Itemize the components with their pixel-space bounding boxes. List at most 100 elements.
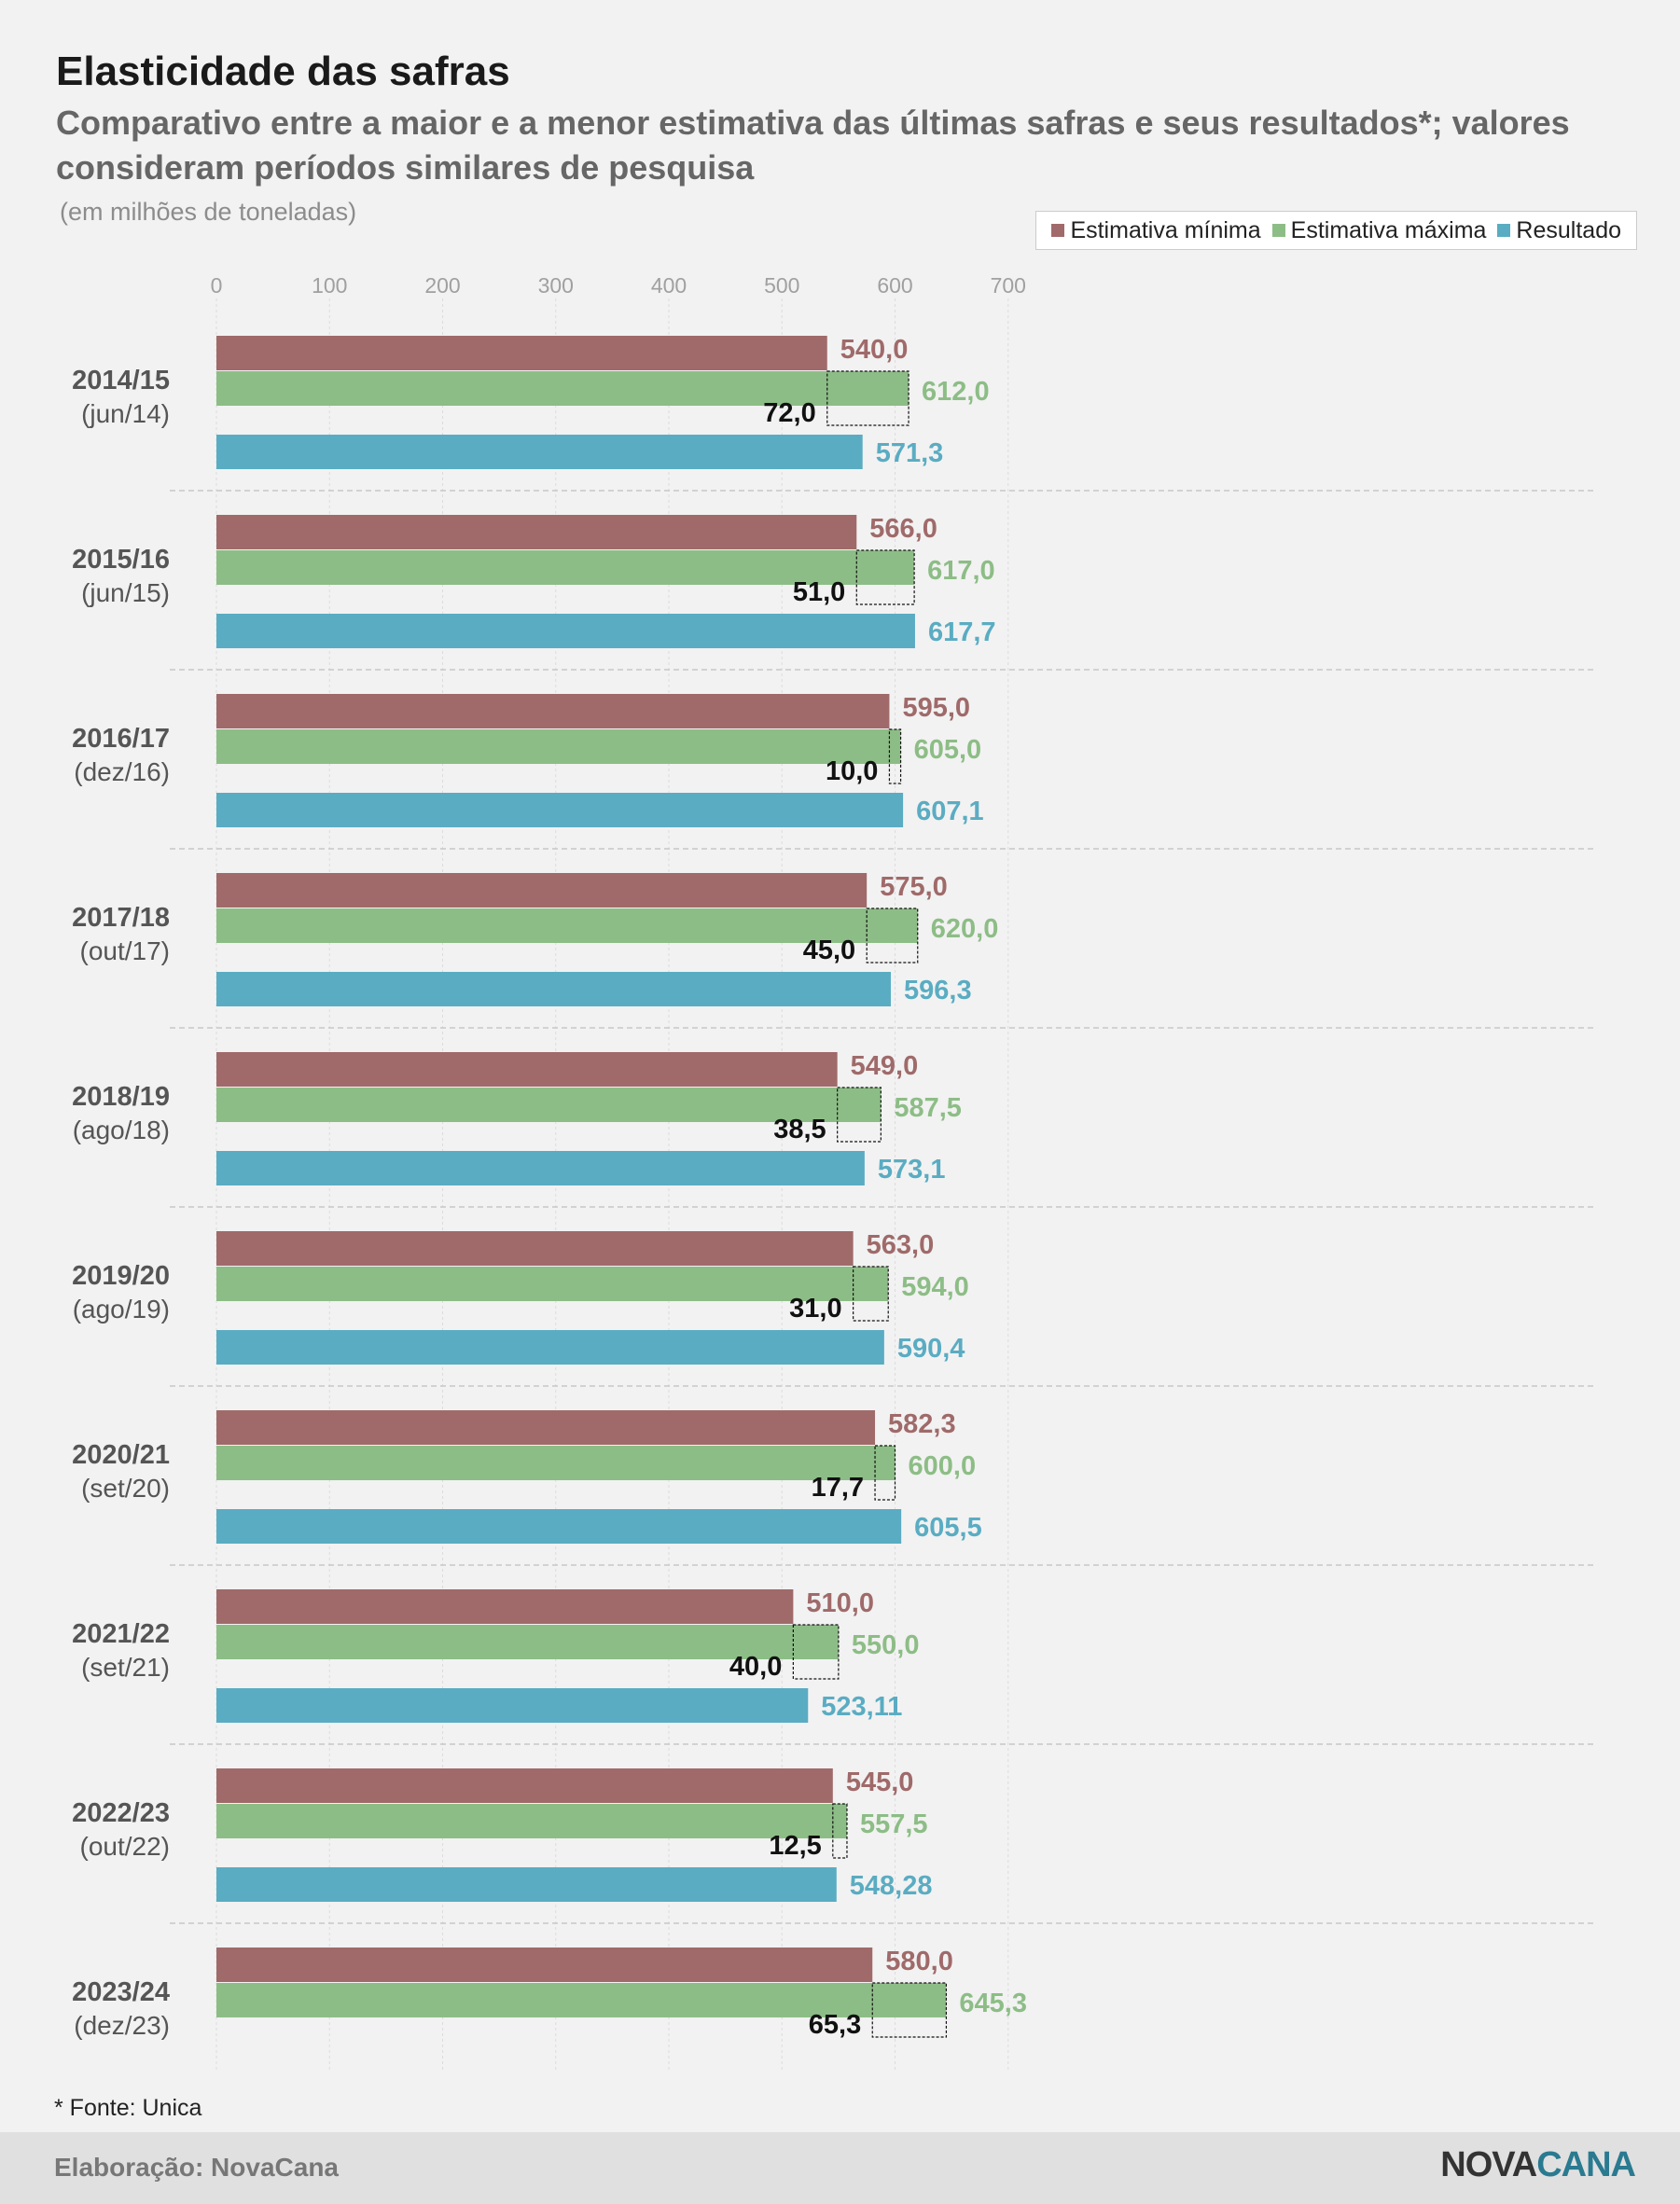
legend-label-min: Estimativa mínima: [1070, 216, 1261, 243]
x-tick-label: 100: [312, 273, 347, 298]
diff-bracket: [866, 908, 919, 963]
bar-min: [216, 694, 890, 728]
label-min: 580,0: [885, 1947, 953, 1976]
category-date: (ago/18): [73, 1116, 170, 1144]
source-note: * Fonte: Unica: [54, 2095, 202, 2121]
diff-bracket: [874, 1445, 896, 1501]
legend-label-result: Resultado: [1516, 216, 1621, 243]
category-label: 2018/19: [72, 1082, 170, 1112]
category-label: 2019/20: [72, 1261, 170, 1291]
legend-item-max: Estimativa máxima: [1271, 216, 1487, 244]
label-min: 545,0: [846, 1767, 914, 1797]
diff-bracket: [792, 1624, 840, 1680]
unit-note: (em milhões de toneladas): [60, 198, 357, 226]
bar-min: [216, 1948, 873, 1982]
category-date: (set/21): [81, 1653, 170, 1682]
bar-max: [216, 729, 901, 764]
category-label: 2014/15: [72, 366, 170, 395]
bar-max: [216, 1267, 889, 1301]
label-result: 596,3: [904, 976, 972, 1005]
brand-cana: CANA: [1536, 2145, 1636, 2184]
label-diff: 51,0: [793, 577, 845, 607]
label-diff: 38,5: [773, 1115, 826, 1144]
label-diff: 10,0: [826, 756, 878, 786]
label-max: 617,0: [927, 556, 995, 586]
legend-item-min: Estimativa mínima: [1051, 216, 1261, 244]
bar-min: [216, 1410, 876, 1445]
category-date: (dez/23): [74, 2011, 170, 2040]
legend: Estimativa mínima Estimativa máxima Resu…: [1035, 211, 1637, 250]
label-diff: 17,7: [812, 1473, 864, 1503]
bar-min: [216, 1052, 838, 1087]
diff-bracket: [855, 549, 915, 605]
category-label: 2022/23: [72, 1798, 170, 1828]
category-date: (ago/19): [73, 1295, 170, 1324]
label-diff: 12,5: [769, 1831, 821, 1861]
label-max: 550,0: [852, 1630, 920, 1660]
bar-result: [216, 435, 863, 469]
bar-chart: 0 100 200 300 400 500 600 700 2014/15 (jun/14) 540…: [72, 273, 1597, 2071]
chart-subtitle: Comparativo entre a maior e a menor esti…: [56, 104, 1570, 187]
label-min: 563,0: [867, 1230, 935, 1260]
x-tick-label: 600: [877, 273, 912, 298]
diff-bracket: [888, 728, 902, 784]
label-min: 549,0: [851, 1051, 919, 1081]
label-min: 540,0: [840, 335, 909, 365]
diff-bracket: [853, 1266, 889, 1322]
category-date: (jun/14): [81, 399, 170, 428]
legend-label-max: Estimativa máxima: [1290, 216, 1487, 243]
label-diff: 72,0: [763, 398, 815, 428]
label-result: 617,7: [928, 617, 996, 647]
label-min: 566,0: [869, 514, 937, 544]
category-label: 2021/22: [72, 1619, 170, 1649]
label-max: 620,0: [931, 914, 999, 944]
label-max: 605,0: [914, 735, 982, 765]
bar-result: [216, 972, 892, 1006]
bar-max: [216, 1088, 882, 1122]
bar-min: [216, 873, 868, 908]
x-tick-label: 200: [424, 273, 460, 298]
category-date: (set/20): [81, 1474, 170, 1503]
label-result: 607,1: [916, 797, 984, 826]
bar-max: [216, 908, 918, 943]
bar-min: [216, 336, 827, 370]
bar-max: [216, 1446, 896, 1480]
label-max: 600,0: [909, 1451, 977, 1481]
bar-result: [216, 793, 904, 827]
diff-bracket: [826, 370, 909, 426]
legend-swatch-max: [1271, 224, 1285, 237]
category-label: 2015/16: [72, 545, 170, 575]
label-min: 510,0: [806, 1588, 874, 1618]
label-diff: 65,3: [809, 2010, 861, 2040]
label-result: 523,11: [821, 1692, 902, 1722]
brand-nova: NOVA: [1440, 2145, 1537, 2184]
label-diff: 45,0: [803, 936, 855, 965]
label-max: 645,3: [959, 1989, 1027, 2018]
diff-bracket: [837, 1087, 882, 1143]
x-tick-label: 300: [538, 273, 574, 298]
x-tick-label: 400: [651, 273, 687, 298]
x-tick-label: 0: [211, 273, 223, 298]
category-date: (out/17): [80, 936, 171, 965]
legend-swatch-result: [1497, 224, 1511, 237]
category-date: (dez/16): [74, 757, 170, 786]
label-min: 575,0: [880, 872, 948, 902]
footer-bar: Elaboração: NovaCana NOVACANA: [0, 2132, 1680, 2204]
brand-logo: NOVACANA: [1440, 2145, 1636, 2185]
bar-min: [216, 1589, 794, 1624]
label-result: 573,1: [878, 1155, 946, 1185]
label-result: 605,5: [914, 1513, 982, 1543]
bar-result: [216, 1688, 809, 1723]
diff-bracket: [871, 1982, 948, 2038]
bar-max: [216, 1625, 839, 1659]
label-diff: 40,0: [729, 1652, 782, 1682]
bar-result: [216, 614, 915, 648]
label-max: 612,0: [922, 377, 990, 407]
x-tick-label: 500: [764, 273, 799, 298]
label-min: 595,0: [902, 693, 970, 723]
bar-min: [216, 515, 857, 549]
category-label: 2016/17: [72, 724, 170, 754]
category-date: (jun/15): [81, 578, 170, 607]
diff-bracket: [832, 1803, 848, 1859]
bar-result: [216, 1330, 884, 1365]
